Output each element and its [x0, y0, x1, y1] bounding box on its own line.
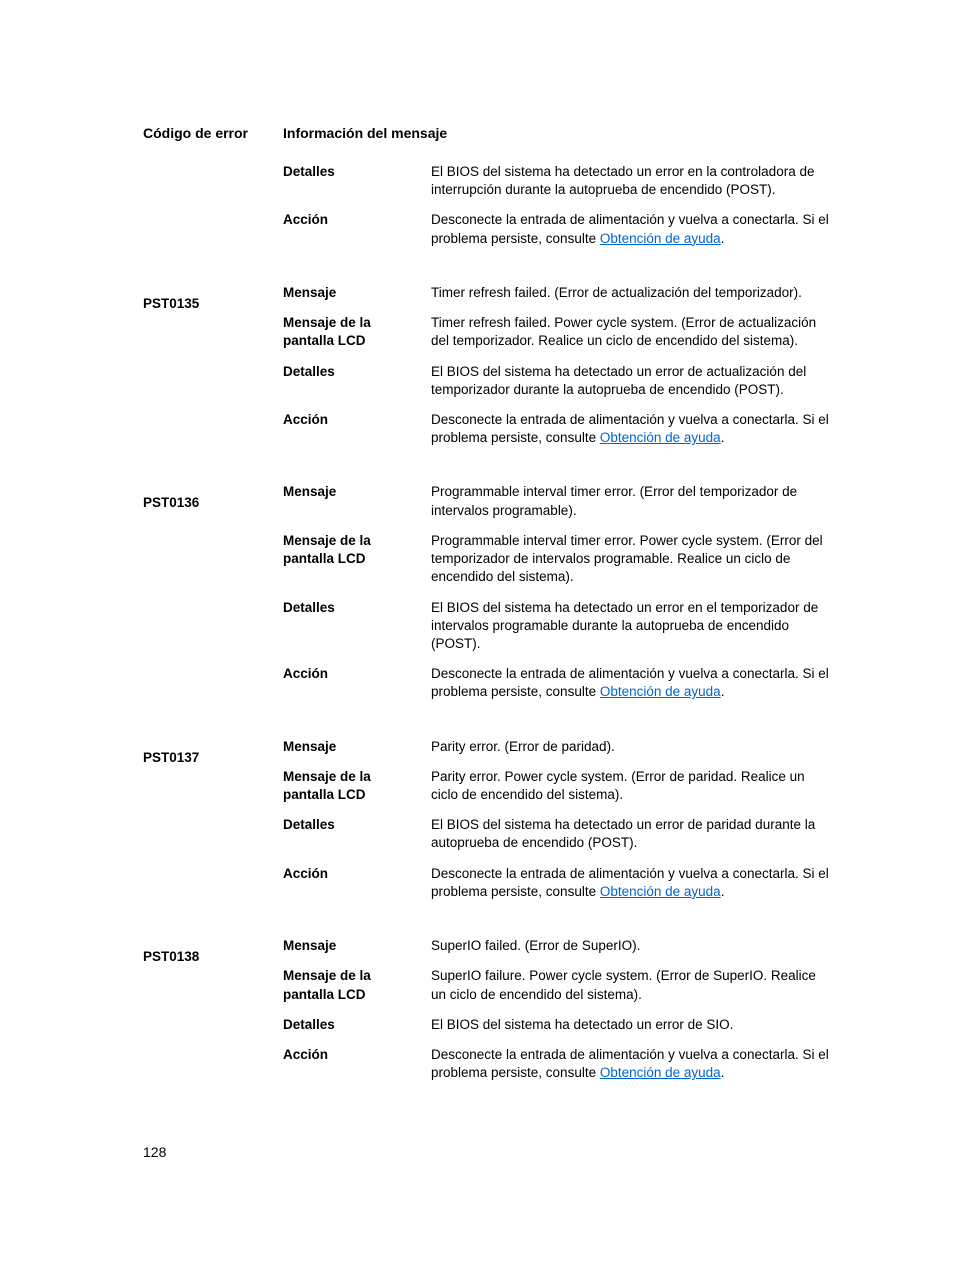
info-row-mensaje-lcd: Mensaje de la pantalla LCDParity error. … [283, 768, 834, 804]
label-detalles: Detalles [283, 363, 431, 399]
page-number: 128 [143, 1144, 166, 1160]
label-detalles: Detalles [283, 599, 431, 654]
info-row-mensaje-lcd: Mensaje de la pantalla LCDSuperIO failur… [283, 967, 834, 1003]
label-mensaje: Mensaje [283, 284, 431, 302]
value-accion: Desconecte la entrada de alimentación y … [431, 665, 834, 701]
error-code-cell [143, 163, 283, 260]
error-code: PST0138 [143, 937, 283, 1094]
info-row-detalles: DetallesEl BIOS del sistema ha detectado… [283, 599, 834, 654]
error-block: PST0135MensajeTimer refresh failed. (Err… [143, 284, 834, 460]
value-mensaje: Timer refresh failed. (Error de actualiz… [431, 284, 834, 302]
info-row-detalles: DetallesEl BIOS del sistema ha detectado… [283, 816, 834, 852]
label-accion: Acción [283, 211, 431, 247]
label-mensaje-lcd: Mensaje de la pantalla LCD [283, 314, 431, 350]
label-mensaje-lcd: Mensaje de la pantalla LCD [283, 768, 431, 804]
label-accion: Acción [283, 1046, 431, 1082]
error-block-intro: Detalles El BIOS del sistema ha detectad… [143, 163, 834, 260]
error-block: PST0136MensajeProgrammable interval time… [143, 483, 834, 713]
value-accion: Desconecte la entrada de alimentación y … [431, 865, 834, 901]
info-row-accion: AcciónDesconecte la entrada de alimentac… [283, 411, 834, 447]
header-code: Código de error [143, 125, 283, 141]
action-suffix: . [721, 1065, 725, 1080]
value-accion: Desconecte la entrada de alimentación y … [431, 411, 834, 447]
label-detalles: Detalles [283, 163, 431, 199]
info-row-mensaje: MensajeProgrammable interval timer error… [283, 483, 834, 519]
info-row-detalles: DetallesEl BIOS del sistema ha detectado… [283, 1016, 834, 1034]
label-mensaje: Mensaje [283, 483, 431, 519]
error-info-cell: MensajeProgrammable interval timer error… [283, 483, 834, 713]
action-suffix: . [721, 684, 725, 699]
value-accion: Desconecte la entrada de alimentación y … [431, 211, 834, 247]
value-mensaje: Parity error. (Error de paridad). [431, 738, 834, 756]
document-page: Código de error Información del mensaje … [0, 0, 954, 1268]
error-code: PST0136 [143, 483, 283, 713]
value-mensaje-lcd: SuperIO failure. Power cycle system. (Er… [431, 967, 834, 1003]
info-row-accion: AcciónDesconecte la entrada de alimentac… [283, 665, 834, 701]
label-mensaje-lcd: Mensaje de la pantalla LCD [283, 967, 431, 1003]
label-detalles: Detalles [283, 816, 431, 852]
info-row-mensaje: MensajeParity error. (Error de paridad). [283, 738, 834, 756]
help-link[interactable]: Obtención de ayuda [600, 684, 721, 699]
info-row-mensaje: MensajeSuperIO failed. (Error de SuperIO… [283, 937, 834, 955]
value-mensaje: SuperIO failed. (Error de SuperIO). [431, 937, 834, 955]
info-row-mensaje-lcd: Mensaje de la pantalla LCDProgrammable i… [283, 532, 834, 587]
action-suffix: . [721, 231, 725, 246]
label-accion: Acción [283, 411, 431, 447]
info-row-accion: Acción Desconecte la entrada de alimenta… [283, 211, 834, 247]
errors-container: PST0135MensajeTimer refresh failed. (Err… [143, 284, 834, 1095]
error-info-cell: Detalles El BIOS del sistema ha detectad… [283, 163, 834, 260]
error-code: PST0137 [143, 738, 283, 914]
label-accion: Acción [283, 865, 431, 901]
error-info-cell: MensajeSuperIO failed. (Error de SuperIO… [283, 937, 834, 1094]
info-row-mensaje: MensajeTimer refresh failed. (Error de a… [283, 284, 834, 302]
label-accion: Acción [283, 665, 431, 701]
info-row-accion: AcciónDesconecte la entrada de alimentac… [283, 1046, 834, 1082]
value-detalles: El BIOS del sistema ha detectado un erro… [431, 599, 834, 654]
table-header: Código de error Información del mensaje [143, 125, 834, 141]
value-mensaje-lcd: Programmable interval timer error. Power… [431, 532, 834, 587]
error-block: PST0137MensajeParity error. (Error de pa… [143, 738, 834, 914]
info-row-accion: AcciónDesconecte la entrada de alimentac… [283, 865, 834, 901]
value-detalles: El BIOS del sistema ha detectado un erro… [431, 816, 834, 852]
error-info-cell: MensajeTimer refresh failed. (Error de a… [283, 284, 834, 460]
action-suffix: . [721, 430, 725, 445]
header-info: Información del mensaje [283, 125, 834, 141]
help-link[interactable]: Obtención de ayuda [600, 430, 721, 445]
error-code: PST0135 [143, 284, 283, 460]
value-mensaje-lcd: Parity error. Power cycle system. (Error… [431, 768, 834, 804]
error-info-cell: MensajeParity error. (Error de paridad).… [283, 738, 834, 914]
value-accion: Desconecte la entrada de alimentación y … [431, 1046, 834, 1082]
label-mensaje: Mensaje [283, 937, 431, 955]
info-row-detalles: DetallesEl BIOS del sistema ha detectado… [283, 363, 834, 399]
label-mensaje: Mensaje [283, 738, 431, 756]
help-link[interactable]: Obtención de ayuda [600, 1065, 721, 1080]
value-mensaje: Programmable interval timer error. (Erro… [431, 483, 834, 519]
info-row-mensaje-lcd: Mensaje de la pantalla LCDTimer refresh … [283, 314, 834, 350]
value-detalles: El BIOS del sistema ha detectado un erro… [431, 163, 834, 199]
label-detalles: Detalles [283, 1016, 431, 1034]
info-row-detalles: Detalles El BIOS del sistema ha detectad… [283, 163, 834, 199]
help-link[interactable]: Obtención de ayuda [600, 231, 721, 246]
value-mensaje-lcd: Timer refresh failed. Power cycle system… [431, 314, 834, 350]
error-block: PST0138MensajeSuperIO failed. (Error de … [143, 937, 834, 1094]
help-link[interactable]: Obtención de ayuda [600, 884, 721, 899]
action-suffix: . [721, 884, 725, 899]
label-mensaje-lcd: Mensaje de la pantalla LCD [283, 532, 431, 587]
value-detalles: El BIOS del sistema ha detectado un erro… [431, 1016, 834, 1034]
value-detalles: El BIOS del sistema ha detectado un erro… [431, 363, 834, 399]
